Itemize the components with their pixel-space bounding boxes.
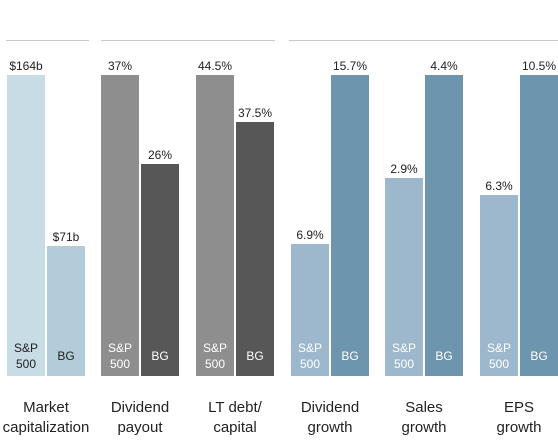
data-label: $71b: [52, 230, 80, 244]
bar: [196, 75, 234, 376]
data-label: 44.5%: [197, 59, 233, 73]
data-label: 6.9%: [296, 228, 324, 242]
bar: [385, 178, 423, 376]
category-label: LT debt/ capital: [208, 399, 262, 436]
bar: [425, 75, 463, 376]
series-label: BG: [57, 349, 75, 363]
separator-rule: [101, 40, 275, 41]
bar: [480, 195, 518, 376]
series-label: BG: [435, 349, 453, 363]
bar: [331, 75, 369, 376]
series-label: BG: [151, 349, 169, 363]
series-label: S&P 500: [486, 341, 511, 371]
series-label: BG: [341, 349, 359, 363]
series-label: BG: [246, 349, 264, 363]
separator-rule: [289, 40, 558, 41]
data-label: 2.9%: [390, 162, 418, 176]
bar: [141, 164, 179, 376]
bar: [7, 75, 45, 376]
category-label: Dividend growth: [300, 399, 360, 436]
series-label: S&P 500: [202, 341, 227, 371]
series-label: S&P 500: [107, 341, 132, 371]
data-label: 26%: [147, 148, 173, 162]
series-label: BG: [530, 349, 548, 363]
separator-rule: [6, 40, 89, 41]
bar: [236, 122, 274, 376]
data-label: 15.7%: [332, 59, 368, 73]
data-label: 37.5%: [237, 106, 273, 120]
series-label: S&P 500: [13, 341, 38, 371]
category-label: Dividend payout: [110, 399, 170, 436]
series-label: S&P 500: [297, 341, 322, 371]
category-label: Market capitalization: [2, 399, 90, 436]
bar: [101, 75, 139, 376]
data-label: 37%: [107, 59, 133, 73]
data-label: $164b: [9, 59, 43, 73]
bar: [291, 244, 329, 376]
data-label: 6.3%: [485, 179, 513, 193]
bar: [47, 246, 85, 376]
category-label: Sales growth: [401, 399, 447, 436]
bar: [520, 75, 558, 376]
category-label: EPS growth: [496, 399, 542, 436]
data-label: 4.4%: [430, 59, 458, 73]
data-label: 10.5%: [521, 59, 557, 73]
series-label: S&P 500: [391, 341, 416, 371]
